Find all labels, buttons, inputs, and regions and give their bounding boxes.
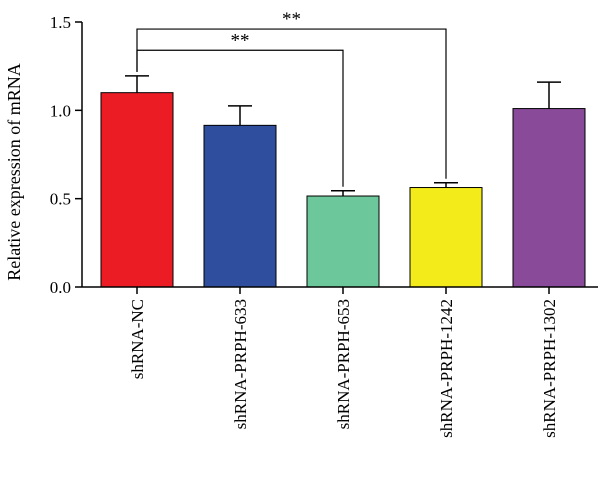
significance-label-1: ** — [231, 30, 250, 51]
axes-layer: 0.0 0.5 1.0 1.5 shRNA-NC shRNA-PRPH-633 shRNA-… — [50, 13, 598, 438]
significance-label-2: ** — [282, 9, 301, 30]
y-tick-label-0.5: 0.5 — [50, 190, 71, 209]
bracket-line-2 — [136, 28, 447, 179]
y-tick-label-0.0: 0.0 — [50, 278, 71, 297]
error-bar-shrna-prph-653 — [331, 189, 355, 197]
x-tick-label-shrna-prph-1242: shRNA-PRPH-1242 — [437, 299, 456, 438]
x-tick-label-shrna-prph-1302: shRNA-PRPH-1302 — [540, 299, 559, 438]
bar-shrna-prph-1242 — [409, 187, 483, 288]
x-tick-label-shrna-nc: shRNA-NC — [128, 299, 147, 379]
x-tick-label-shrna-prph-653: shRNA-PRPH-653 — [334, 299, 353, 429]
error-bar-shrna-prph-633 — [228, 105, 252, 126]
error-bar-shrna-nc — [125, 75, 149, 93]
error-bar-shrna-prph-1302 — [537, 81, 561, 109]
bar-shrna-prph-653 — [306, 195, 380, 288]
y-tick-label-1.5: 1.5 — [50, 13, 71, 32]
bar-shrna-prph-633 — [203, 124, 277, 288]
x-tick-label-shrna-prph-633: shRNA-PRPH-633 — [231, 299, 250, 429]
bars-layer — [100, 92, 586, 288]
error-bars-layer — [125, 75, 561, 197]
significance-bracket-2: ** — [136, 9, 447, 179]
y-tick-label-1.0: 1.0 — [50, 101, 71, 120]
error-bar-shrna-prph-1242 — [434, 182, 458, 188]
y-axis-label: Relative expression of mRNA — [4, 63, 24, 280]
bar-shrna-prph-1302 — [512, 108, 586, 288]
bar-shrna-nc — [100, 92, 174, 288]
significance-layer: ** ** — [136, 9, 447, 187]
